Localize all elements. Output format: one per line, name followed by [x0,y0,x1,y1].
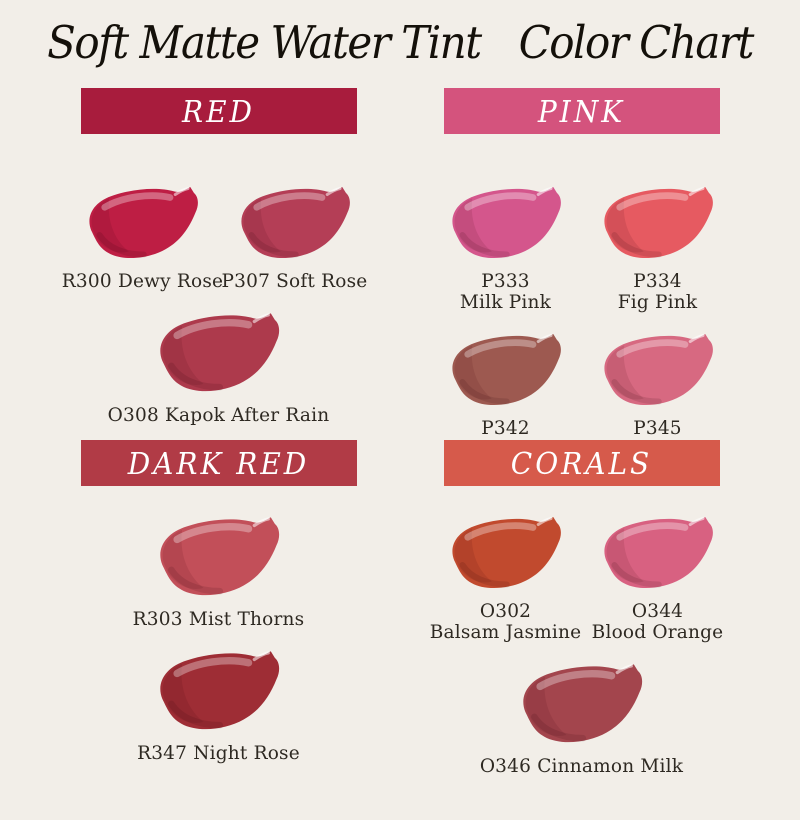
swatch-label: R300 Dewy Rose [61,271,224,293]
swatch-item-o346: O346 Cinnamon Milk [472,661,692,777]
banner-corals: CORALS [443,440,720,487]
banner-dark-red-label: DARK RED [127,445,310,482]
section-corals: CORALS O302 Balsam Jasmine O344 Blood Or… [414,440,749,777]
color-chart-grid: RED R300 Dewy Rose P307 Soft Rose [0,88,800,777]
lip-swatch-icon [442,331,570,415]
swatch-label: O302 Balsam Jasmine [429,601,582,644]
banner-corals-label: CORALS [510,445,653,482]
red-row-1: R300 Dewy Rose P307 Soft Rose [51,184,386,292]
banner-red: RED [80,88,357,135]
lip-swatch-icon [231,184,359,268]
page-title-right: Color Chart [518,16,755,69]
swatch-item-p333: P333 Milk Pink [430,184,582,313]
banner-dark-red: DARK RED [80,440,357,487]
section-red: RED R300 Dewy Rose P307 Soft Rose [51,88,386,426]
lip-swatch-icon [594,184,722,268]
lip-swatch-icon [594,331,722,415]
lip-swatch-icon [149,310,289,402]
lip-swatch-icon [442,514,570,598]
swatch-label: P307 Soft Rose [221,271,368,293]
section-dark-red: DARK RED R303 Mist Thorns R347 Nig [51,440,386,777]
lip-swatch-icon [79,184,207,268]
swatch-item-r303: R303 Mist Thorns [109,514,329,630]
lip-swatch-icon [149,514,289,606]
section-pink: PINK P333 Milk Pink P334 Fig Pink [414,88,749,460]
dark-red-row-2: R347 Night Rose [51,648,386,764]
page-title: Soft Matte Water Tint Color Chart [0,16,800,69]
dark-red-row-1: R303 Mist Thorns [51,514,386,630]
swatch-label: O344 Blood Orange [591,601,724,644]
banner-pink: PINK [443,88,720,135]
swatch-item-o302: O302 Balsam Jasmine [430,514,582,643]
swatch-item-p334: P334 Fig Pink [582,184,734,313]
swatch-label: P333 Milk Pink [459,271,552,314]
page-title-left: Soft Matte Water Tint [47,16,482,69]
swatch-label: P334 Fig Pink [617,271,698,314]
swatch-item-r347: R347 Night Rose [109,648,329,764]
swatch-label: R303 Mist Thorns [132,609,305,631]
lip-swatch-icon [512,661,652,753]
corals-row-2: O346 Cinnamon Milk [414,661,749,777]
red-row-2: O308 Kapok After Rain [51,310,386,426]
swatch-label: R347 Night Rose [137,743,300,765]
lip-swatch-icon [442,184,570,268]
banner-red-label: RED [182,93,255,130]
pink-row-1: P333 Milk Pink P334 Fig Pink [414,184,749,313]
swatch-label: O308 Kapok After Rain [107,405,330,427]
banner-pink-label: PINK [537,93,626,130]
swatch-item-p307: P307 Soft Rose [219,184,371,292]
swatch-item-o308: O308 Kapok After Rain [107,310,330,427]
lip-swatch-icon [594,514,722,598]
lip-swatch-icon [149,648,289,740]
swatch-item-r300: R300 Dewy Rose [62,184,223,292]
swatch-label: O346 Cinnamon Milk [479,756,684,778]
swatch-item-o344: O344 Blood Orange [582,514,734,643]
corals-row-1: O302 Balsam Jasmine O344 Blood Orange [414,514,749,643]
